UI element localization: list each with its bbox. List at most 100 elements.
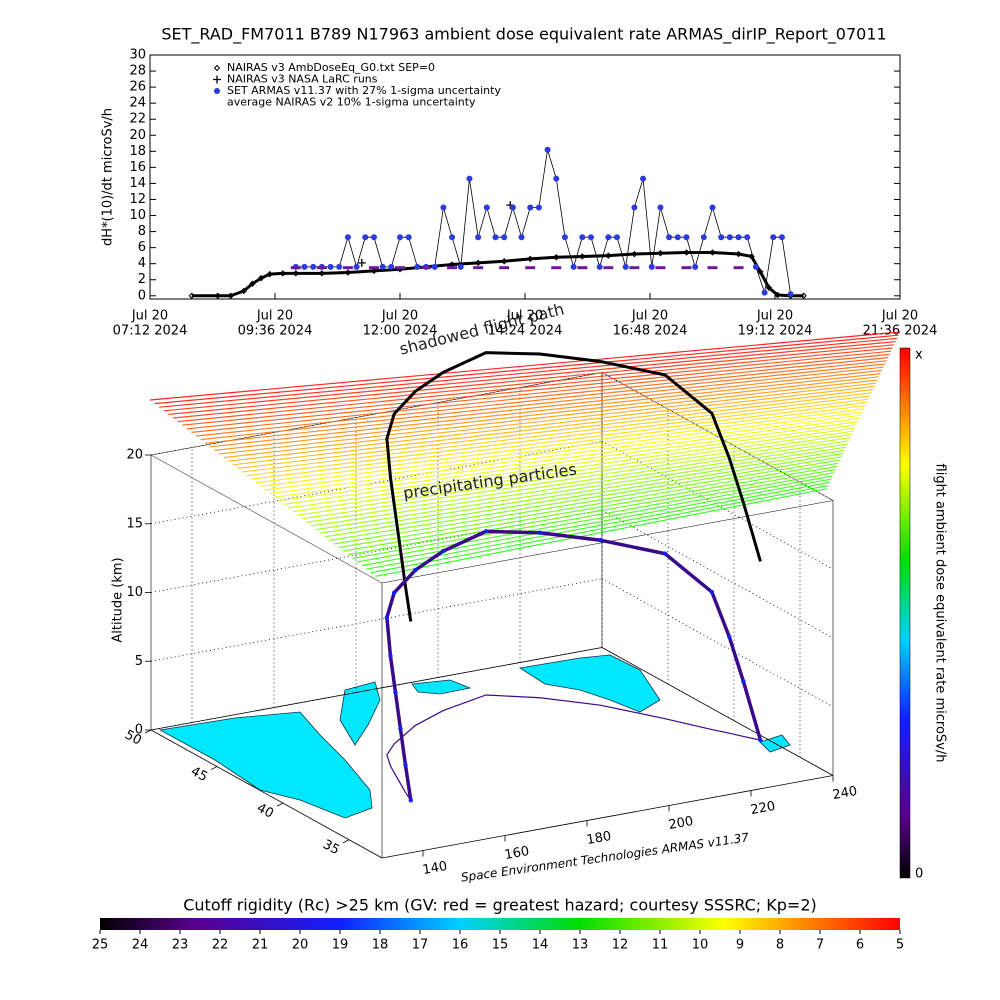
dose-layer-line	[237, 392, 872, 469]
dose-layer-line	[200, 366, 884, 441]
dose-layer-line	[274, 417, 860, 498]
data-point	[370, 234, 377, 241]
data-point	[527, 255, 534, 263]
data-point	[709, 204, 716, 211]
x-tick-label: 21:36 2024	[863, 324, 938, 339]
y-tick	[342, 839, 350, 844]
shadowed-flight-path	[385, 351, 762, 622]
colorbar-tick-label: 25	[92, 938, 109, 953]
colorbar-tick-label: 12	[612, 938, 629, 953]
data-point	[757, 268, 764, 275]
data-point	[657, 204, 664, 211]
data-point	[344, 234, 351, 241]
data-point	[700, 234, 707, 241]
dose-layer-line	[264, 411, 863, 491]
x-tick-label: 19:12 2024	[738, 324, 813, 339]
colorbar-label: 0	[915, 867, 923, 882]
data-point	[318, 270, 326, 277]
dose-layer-line	[292, 430, 854, 513]
data-point	[527, 204, 534, 211]
data-point	[475, 234, 482, 241]
x-tick-label: Jul 20	[881, 309, 918, 324]
dose-layer-line	[205, 369, 883, 444]
flight-point	[384, 615, 390, 620]
dose-layer-line	[366, 481, 830, 570]
y-tick-label: 18	[129, 144, 146, 159]
colorbar-tick-label: 7	[816, 938, 824, 953]
data-point	[227, 292, 234, 299]
legend-label: average NAIRAS v2 10% 1-sigma uncertaint…	[227, 96, 476, 109]
dose-layer-line	[333, 459, 841, 545]
data-point	[388, 263, 395, 270]
dose-layer-line	[149, 331, 901, 401]
y-tick-label: 30	[129, 48, 146, 63]
x-tick-label: 180	[585, 829, 612, 848]
y-tick	[210, 766, 218, 770]
y-axis-label: dH*(10)/dt microSv/h	[101, 108, 116, 246]
flight-point	[741, 679, 746, 684]
colorbar-tick-label: 13	[572, 938, 589, 953]
data-point	[761, 289, 768, 296]
data-point	[718, 234, 725, 241]
y-tick-label: 8	[138, 224, 146, 239]
data-point	[640, 175, 647, 182]
dose-layer-line	[218, 379, 878, 455]
x-tick-label: 200	[667, 814, 694, 833]
y-tick-label: 16	[129, 160, 146, 175]
dose-layer-line	[214, 376, 880, 451]
data-point	[449, 234, 456, 241]
data-point	[561, 234, 568, 241]
y-tick-label: 0	[138, 288, 146, 303]
dose-layer-line	[177, 350, 892, 423]
land-shape	[518, 654, 661, 713]
dose-layer-line	[352, 472, 835, 559]
dose-layer-line	[324, 453, 844, 538]
x-tick-label: 12:00 2024	[363, 324, 438, 339]
data-point	[748, 253, 755, 260]
dose-colorbar	[899, 347, 911, 879]
colorbar-tick-label: 5	[896, 938, 904, 953]
colorbar-label: x	[915, 348, 923, 363]
colorbar-tick-label: 23	[172, 938, 189, 953]
flight-point	[598, 538, 603, 543]
data-point	[397, 234, 403, 241]
dose-layer-line	[347, 469, 836, 556]
data-point	[301, 263, 308, 270]
data-point	[648, 263, 655, 270]
dose-layer-line	[269, 414, 862, 495]
flight-point	[392, 590, 397, 595]
ground-track	[386, 694, 761, 801]
dose-layer-line	[228, 385, 875, 462]
x-tick-label: 140	[421, 859, 448, 878]
z-tick-label: 5	[135, 654, 143, 669]
data-point	[336, 263, 343, 270]
rigidity-colorbar	[100, 918, 900, 930]
dose-layer-line	[182, 353, 890, 426]
data-point	[752, 263, 759, 270]
box-edge	[150, 729, 383, 859]
dose-layer-line	[370, 485, 829, 574]
data-point	[787, 291, 794, 298]
dose-layer-line	[246, 398, 869, 477]
data-point	[431, 263, 438, 270]
z-tick-label: 0	[135, 723, 143, 738]
data-point	[466, 175, 473, 182]
colorbar-tick-label: 6	[856, 938, 864, 953]
data-point	[800, 292, 807, 299]
y-tick	[144, 729, 152, 734]
chart-title: SET_RAD_FM7011 B789 N17963 ambient dose …	[161, 25, 886, 45]
dose-layer-line	[283, 424, 857, 505]
dose-layer-line	[251, 401, 868, 480]
dose-layer-line	[338, 462, 839, 549]
data-point	[674, 234, 681, 241]
grid-line	[601, 647, 834, 776]
x-tick-label: Jul 20	[756, 309, 793, 324]
colorbar-tick-label: 11	[652, 938, 669, 953]
colorbar-tick-label: 8	[776, 938, 784, 953]
land-shape	[411, 679, 472, 695]
data-point	[370, 267, 378, 275]
x-tick-label: 07:12 2024	[113, 324, 188, 339]
legend-label: NAIRAS v3 NASA LaRC runs	[227, 73, 378, 86]
data-point	[744, 234, 751, 241]
